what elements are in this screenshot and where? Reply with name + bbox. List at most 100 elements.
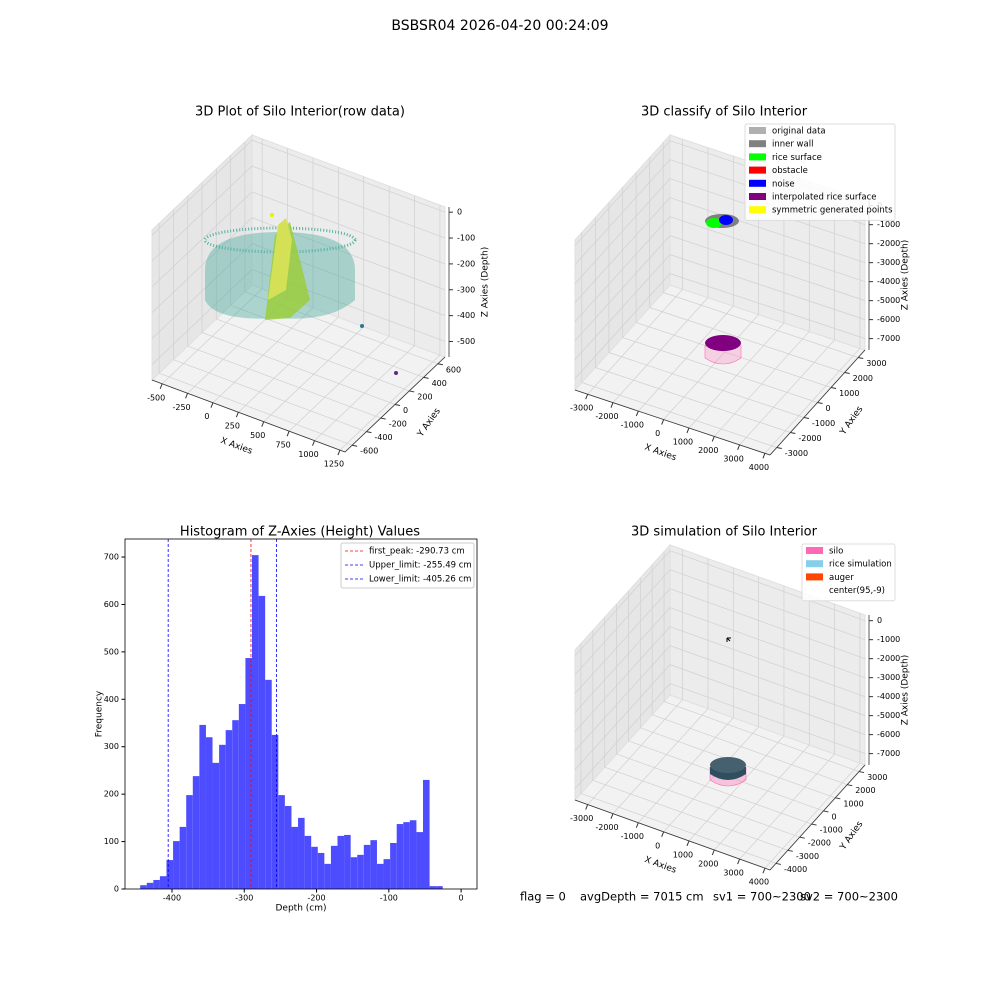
grid-line: [574, 664, 671, 770]
bar: [232, 720, 239, 889]
grid-line: [669, 254, 866, 320]
legend-label: interpolated rice surface: [772, 193, 877, 203]
y-tick: [799, 836, 805, 839]
legend-label: silo: [829, 547, 843, 557]
x-tick: [312, 440, 315, 446]
y-tick-label: 400: [432, 379, 447, 388]
bar: [403, 822, 410, 889]
legend-box: [744, 123, 896, 221]
footer-text: avgDepth = 7015 cm: [580, 890, 704, 904]
legend-label: obstacle: [772, 166, 808, 176]
x-tick-label: -2000: [595, 823, 618, 832]
noise-cloud: [719, 215, 733, 225]
x-tick-label: 750: [275, 441, 290, 450]
x-tick: [635, 410, 639, 417]
y-tick-label: -2000: [798, 434, 821, 443]
x-tick-label: -3000: [570, 814, 593, 823]
grid-line: [251, 139, 446, 213]
z-tick-label: 0: [457, 208, 462, 217]
z-tick-label: -1000: [877, 220, 900, 229]
x-tick-label: 0: [655, 841, 660, 850]
x-tick-label: 4000: [749, 463, 769, 472]
x-tick-label: -1000: [621, 832, 644, 841]
grid-line: [574, 550, 671, 656]
panel-title: 3D Plot of Silo Interior(row data): [195, 105, 405, 120]
y-tick-label: 200: [417, 392, 432, 401]
bar: [370, 840, 377, 889]
z-tick-label: -500: [457, 337, 475, 346]
y-tick-label: 400: [104, 695, 119, 704]
y-tick-label: -600: [360, 447, 378, 456]
legend-swatch: [749, 140, 766, 148]
grid-line: [574, 159, 671, 265]
y-tick: [790, 432, 796, 434]
legend-label: rice simulation: [829, 560, 892, 570]
x-axis: [574, 799, 771, 871]
legend-label: rice surface: [772, 153, 822, 163]
grid-line: [663, 701, 860, 772]
y-tick: [409, 390, 415, 393]
grid-line: [251, 191, 446, 265]
x-tick-label: 1000: [673, 437, 693, 446]
grid-line: [604, 766, 800, 838]
z-tick-label: -4000: [877, 692, 900, 701]
legend-swatch: [806, 547, 823, 554]
bar: [311, 846, 318, 889]
grid-line: [216, 318, 410, 392]
x-tick: [762, 453, 766, 459]
bar: [436, 886, 443, 889]
footer-text: sv1 = 700~2300: [713, 890, 811, 904]
x-tick-label: 0: [204, 412, 209, 421]
x-tick: [661, 419, 665, 425]
y-tick: [380, 417, 386, 420]
y-tick: [394, 404, 401, 406]
z-tick-label: -7000: [877, 749, 900, 758]
bar: [219, 744, 226, 889]
z-axis-label: Z Axies (Depth): [481, 247, 491, 318]
bar: [396, 824, 404, 889]
grid-line: [574, 607, 671, 713]
legend-label: Lower_limit: -405.26 cm: [369, 575, 471, 585]
bar: [337, 835, 345, 889]
x-tick: [210, 402, 214, 408]
y-tick-label: 0: [826, 404, 831, 413]
y-tick: [776, 447, 782, 449]
x-axis-label: Depth (cm): [275, 904, 326, 914]
x-tick-label: -3000: [570, 404, 593, 413]
y-tick: [366, 431, 372, 434]
x-tick: [585, 394, 589, 400]
legend-swatch: [749, 127, 766, 134]
auger: [726, 637, 731, 642]
y-tick: [847, 784, 853, 787]
grid-line: [669, 683, 866, 754]
grid-line: [612, 708, 709, 814]
bar: [192, 776, 200, 889]
grid-line: [669, 235, 866, 301]
x-tick-label: 0: [655, 429, 660, 438]
z-tick-label: -3000: [877, 258, 900, 267]
x-tick: [711, 436, 715, 442]
legend-label: Upper_limit: -255.49 cm: [369, 561, 472, 571]
cloud-raw: [203, 213, 398, 375]
grid-line: [635, 322, 832, 388]
x-tick-label: 2000: [698, 446, 718, 455]
panes: [151, 133, 866, 871]
y-tick: [437, 363, 443, 366]
grid-line: [187, 345, 381, 419]
y-tick: [803, 417, 810, 419]
x-tick: [686, 427, 690, 434]
grid-line: [764, 762, 861, 869]
bar: [271, 734, 279, 889]
grid-line: [669, 569, 866, 641]
z-tick-label: -300: [457, 285, 475, 294]
bar: [357, 854, 364, 889]
legend-box: [801, 543, 896, 602]
y-tick-label: 500: [104, 647, 119, 656]
bar: [423, 779, 430, 889]
grid-line: [638, 717, 734, 823]
grid-line: [574, 273, 671, 379]
y-tick: [423, 376, 429, 379]
y-tick: [817, 402, 823, 404]
grid-line: [669, 550, 866, 622]
y-tick-label: 0: [831, 812, 836, 821]
